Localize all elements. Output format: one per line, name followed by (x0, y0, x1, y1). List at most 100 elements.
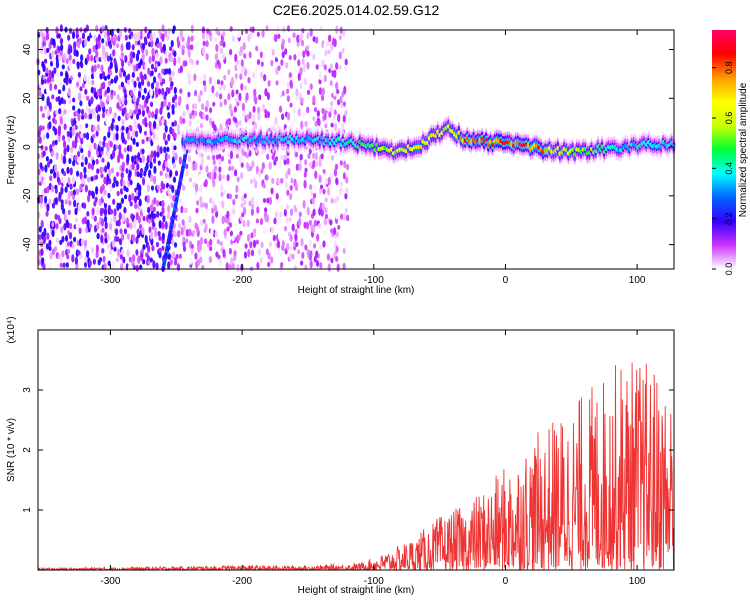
noise-cell (234, 97, 239, 103)
noise-cell (129, 201, 133, 207)
noise-cell (311, 197, 315, 205)
noise-cell (257, 170, 262, 178)
noise-cell (270, 256, 274, 264)
noise-cell (141, 104, 145, 111)
noise-cell (65, 219, 69, 228)
y-tick-label: 40 (22, 44, 33, 56)
noise-cell (116, 171, 120, 177)
noise-cell (126, 233, 130, 240)
noise-cell (158, 41, 163, 50)
noise-cell (273, 217, 277, 225)
noise-cell (235, 89, 239, 95)
noise-cell (62, 176, 66, 185)
noise-cell (240, 171, 244, 180)
noise-cell (86, 219, 90, 228)
noise-cell (338, 34, 342, 41)
noise-cell (262, 183, 266, 189)
noise-cell (106, 55, 111, 62)
noise-cell (155, 108, 159, 116)
noise-cell (91, 65, 95, 74)
noise-cell (334, 163, 339, 171)
noise-cell (295, 96, 299, 102)
noise-cell (149, 257, 153, 263)
noise-cell (79, 183, 83, 192)
noise-cell (344, 207, 348, 213)
noise-cell (333, 168, 338, 177)
x-tick-label: -100 (364, 275, 384, 286)
noise-cell (324, 213, 329, 220)
noise-cell (172, 176, 177, 183)
noise-cell (307, 153, 311, 159)
noise-cell (333, 109, 337, 116)
noise-cell (165, 49, 169, 58)
noise-cell (274, 116, 278, 125)
noise-cell (276, 177, 280, 185)
noise-cell (163, 29, 168, 38)
noise-cell (113, 112, 117, 119)
noise-cell (318, 78, 322, 85)
noise-cell (316, 233, 320, 242)
noise-cell (124, 34, 128, 41)
noise-cell (143, 36, 148, 44)
noise-cell (324, 197, 328, 203)
noise-cell (49, 144, 53, 153)
noise-cell (222, 174, 226, 180)
noise-cell (276, 25, 280, 32)
noise-cell (118, 84, 122, 90)
noise-cell (87, 35, 91, 42)
noise-cell (135, 236, 139, 244)
noise-cell (312, 208, 316, 217)
noise-cell (169, 46, 173, 52)
noise-cell (123, 228, 128, 235)
noise-cell (126, 145, 131, 152)
noise-cell (161, 245, 165, 251)
noise-cell (95, 158, 99, 165)
noise-cell (230, 170, 235, 179)
noise-cell (122, 179, 126, 188)
noise-cell (64, 235, 69, 242)
noise-cell (242, 65, 246, 73)
noise-cell (164, 160, 168, 169)
noise-cell (110, 89, 114, 95)
noise-cell (317, 118, 321, 127)
noise-cell (288, 72, 293, 78)
noise-cell (112, 49, 116, 57)
noise-cell (59, 239, 63, 246)
noise-cell (287, 37, 291, 44)
noise-cell (212, 101, 216, 107)
noise-cell (279, 211, 283, 218)
noise-cell (146, 194, 150, 204)
noise-cell (148, 56, 152, 64)
noise-cell (107, 74, 111, 80)
noise-cell (204, 178, 208, 188)
bottom-scale-label: (x10⁴) (6, 316, 17, 343)
noise-cell (80, 238, 85, 246)
noise-cell (337, 224, 341, 230)
noise-cell (288, 252, 293, 261)
noise-cell (66, 248, 71, 254)
noise-cell (345, 187, 349, 194)
noise-cell (82, 202, 87, 209)
noise-cell (302, 63, 306, 73)
noise-cell (199, 38, 204, 47)
noise-cell (106, 86, 111, 94)
noise-cell (234, 53, 238, 63)
noise-cell (125, 66, 129, 73)
noise-cell (101, 25, 105, 33)
noise-cell (118, 202, 122, 210)
noise-cell (55, 223, 59, 230)
noise-cell (203, 73, 207, 81)
noise-cell (55, 60, 60, 69)
noise-cell (161, 199, 165, 209)
noise-cell (280, 59, 284, 67)
noise-cell (236, 176, 240, 183)
noise-cell (221, 215, 225, 225)
noise-cell (238, 92, 242, 102)
noise-cell (95, 251, 99, 259)
noise-cell (117, 248, 121, 258)
noise-cell (167, 111, 171, 119)
noise-cell (153, 213, 157, 219)
noise-cell (84, 184, 88, 193)
noise-cell (108, 106, 113, 115)
noise-cell (168, 193, 173, 200)
